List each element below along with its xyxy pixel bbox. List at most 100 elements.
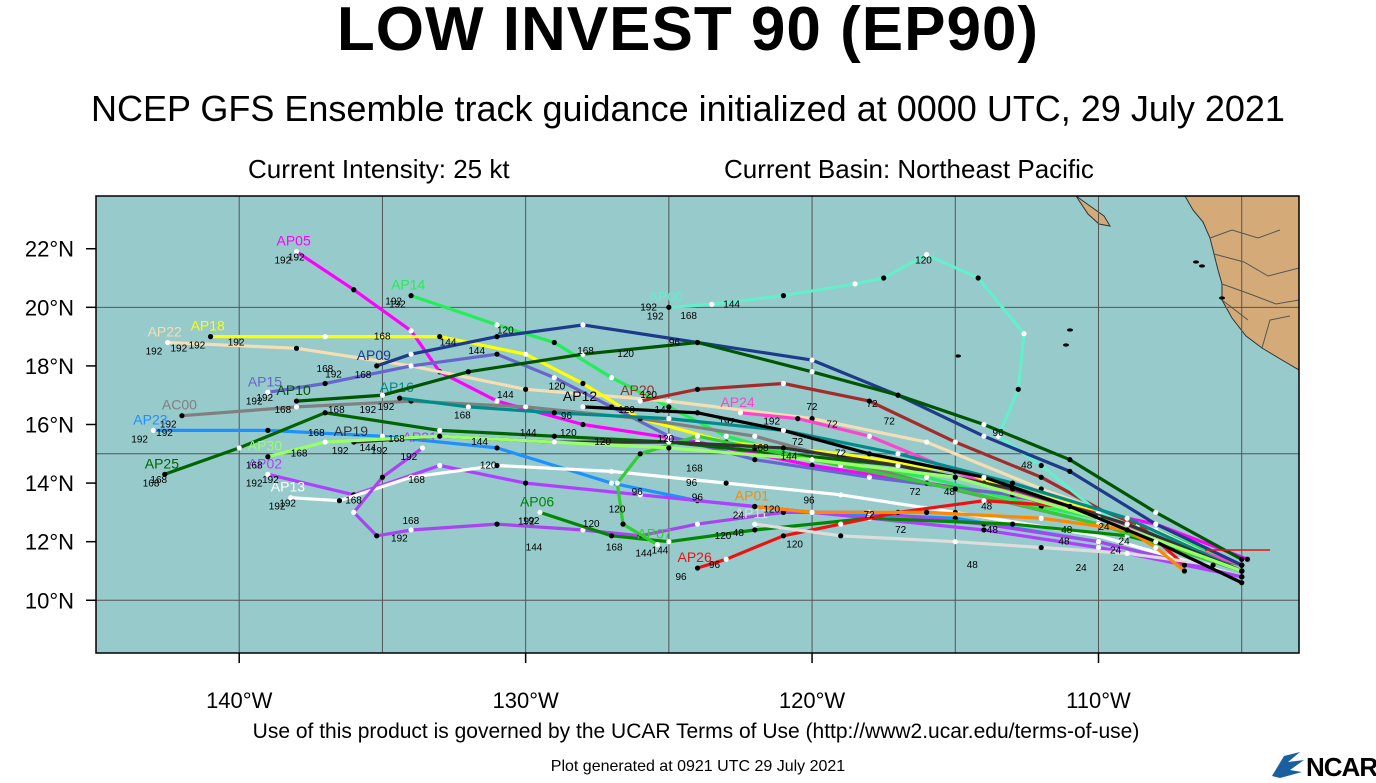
track-point — [924, 474, 930, 480]
track-ap11: AP11 48 — [733, 505, 1216, 568]
track-point — [694, 339, 701, 346]
track-point — [666, 404, 672, 410]
track-point — [494, 322, 500, 328]
forecast-hour-label: 48 — [944, 487, 956, 498]
track-name-label: AP15 — [248, 373, 282, 389]
track-point — [374, 363, 380, 369]
island — [1067, 328, 1073, 332]
track-point — [952, 474, 958, 480]
track-point — [494, 462, 500, 469]
track-point — [809, 509, 815, 515]
track-point — [608, 375, 615, 381]
track-point — [694, 386, 701, 392]
track-end-hour-label: 192 — [401, 452, 418, 463]
track-point — [437, 334, 443, 340]
forecast-hour-label: 48 — [1061, 525, 1073, 536]
track-point — [379, 474, 386, 480]
forecast-hour-label: 96 — [686, 478, 698, 489]
track-point — [1038, 462, 1044, 469]
island — [1219, 296, 1225, 300]
forecast-hour-label: 168 — [577, 346, 594, 357]
track-point — [336, 498, 343, 504]
ncar-logo: NCAR — [1270, 748, 1376, 782]
track-point — [809, 357, 815, 363]
forecast-hour-label: 192 — [385, 296, 402, 307]
track-end-hour-label: 24 — [733, 511, 745, 522]
axes: 140°W 130°W 120°W 110°W 10°N 12°N 14°N 16°N 18°N… — [25, 237, 1131, 713]
island — [1193, 260, 1199, 264]
forecast-hour-label: 96 — [632, 487, 644, 498]
forecast-hour-label: 192 — [763, 417, 780, 428]
forecast-hour-label: 144 — [655, 405, 672, 416]
track-point — [637, 492, 643, 498]
track-point — [322, 410, 328, 416]
track-point — [981, 527, 987, 533]
forecast-hour-label: 144 — [781, 452, 798, 463]
track-point — [1153, 539, 1159, 545]
forecast-hour-label: 168 — [606, 542, 623, 553]
track-point — [1067, 468, 1073, 474]
track-point — [537, 509, 543, 515]
track-point — [494, 351, 500, 357]
track-point — [322, 439, 328, 445]
forecast-hour-label: 192 — [170, 343, 187, 354]
forecast-hour-label: 144 — [652, 545, 669, 556]
forecast-hour-label: 192 — [371, 446, 388, 457]
track-point — [952, 439, 958, 445]
forecast-hour-label: 24 — [1119, 537, 1131, 548]
forecast-hour-label: 168 — [374, 332, 391, 343]
track-end-hour-label: 192 — [131, 434, 148, 445]
track-point — [1239, 574, 1245, 580]
forecast-hour-label: 144 — [526, 542, 543, 553]
track-point — [895, 392, 901, 398]
forecast-hour-label: 144 — [468, 346, 485, 357]
forecast-hour-label: 192 — [262, 475, 279, 486]
forecast-hour-label: 120 — [480, 460, 497, 471]
forecast-hour-label: 168 — [345, 496, 362, 507]
track-point — [293, 398, 300, 404]
track-point — [265, 454, 271, 460]
track-line — [538, 510, 1244, 567]
track-point — [265, 389, 271, 395]
forecast-hour-label: 120 — [786, 540, 803, 551]
track-point — [265, 471, 271, 477]
track-point — [551, 375, 557, 381]
track-point — [374, 533, 380, 539]
lat-tick-label: 20°N — [25, 295, 74, 320]
track-point — [165, 339, 171, 346]
track-point — [608, 480, 615, 486]
track-point — [437, 433, 443, 439]
lat-tick-label: 12°N — [25, 530, 74, 555]
forecast-hour-label: 120 — [715, 531, 732, 542]
forecast-hour-label: 48 — [1021, 460, 1033, 471]
forecast-hour-label: 96 — [993, 428, 1005, 439]
forecast-hour-label: 96 — [709, 560, 721, 571]
track-ap00: AP00 192 — [647, 251, 1188, 551]
forecast-hour-label: 96 — [803, 496, 815, 507]
track-point — [1038, 515, 1044, 521]
forecast-hour-label: 72 — [909, 487, 921, 498]
forecast-hour-label: 168 — [328, 405, 345, 416]
track-point — [838, 533, 844, 539]
track-point — [924, 439, 930, 445]
track-ap07: AP07 144 — [614, 433, 1245, 574]
forecast-hour-label: 120 — [560, 428, 577, 439]
track-point — [1124, 515, 1130, 521]
forecast-hour-label: 168 — [454, 411, 471, 422]
track-point — [666, 445, 672, 451]
track-point — [523, 404, 529, 410]
track-end-hour-label: 168 — [275, 405, 292, 416]
forecast-hour-label: 192 — [156, 428, 173, 439]
forecast-hour-label: 120 — [583, 519, 600, 530]
ncar-logo-text: NCAR — [1306, 752, 1376, 782]
track-line — [638, 381, 1244, 573]
track-point — [351, 287, 357, 293]
forecast-hour-label: 120 — [497, 326, 514, 337]
track-end-hour-label: 192 — [378, 402, 395, 413]
track-ap09: AP09 168 — [355, 322, 1245, 568]
track-name-label: AP00 — [649, 288, 683, 304]
track-point — [293, 345, 300, 351]
track-point — [551, 339, 557, 346]
track-name-label: AP19 — [334, 423, 368, 439]
